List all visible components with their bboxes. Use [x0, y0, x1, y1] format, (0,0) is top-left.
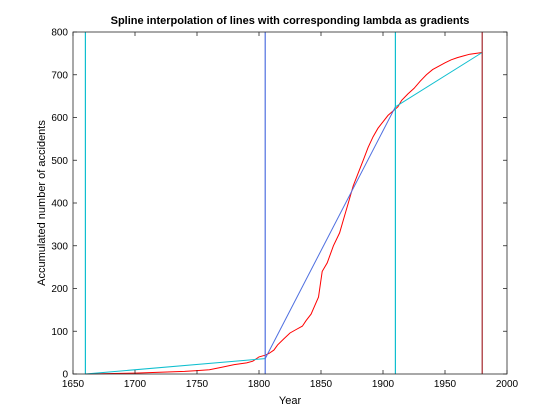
x-tick-label: 1750 [186, 379, 209, 390]
series-line-1 [85, 52, 483, 375]
y-axis-label: Accumulated number of accidents [36, 120, 48, 286]
chart-title: Spline interpolation of lines with corre… [111, 15, 470, 27]
x-tick-label: 1650 [62, 379, 85, 390]
y-tick-label: 500 [51, 156, 68, 167]
y-tick-label: 300 [51, 241, 68, 252]
y-tick-label: 200 [51, 284, 68, 295]
y-tick-label: 600 [51, 113, 68, 124]
series-line-2 [85, 358, 266, 375]
plot-frame [72, 31, 508, 375]
x-tick-label: 1950 [434, 379, 457, 390]
series-line-4 [395, 52, 483, 108]
x-tick-label: 1900 [372, 379, 395, 390]
plot-area [84, 32, 483, 375]
y-tick-label: 400 [51, 199, 68, 210]
x-tick-label: 1700 [124, 379, 147, 390]
x-axis-label: Year [279, 395, 302, 407]
y-tick-label: 0 [62, 370, 68, 381]
axis-ticks: 1650 1700 1750 1800 1850 1900 1950 2000 0 100 200 3… [51, 28, 518, 391]
y-tick-label: 700 [51, 70, 68, 81]
x-tick-label: 2000 [496, 379, 519, 390]
x-tick-label: 1850 [310, 379, 333, 390]
x-tick-label: 1800 [248, 379, 271, 390]
y-tick-label: 100 [51, 327, 68, 338]
y-tick-label: 800 [51, 28, 68, 39]
series-line-3 [264, 106, 396, 359]
